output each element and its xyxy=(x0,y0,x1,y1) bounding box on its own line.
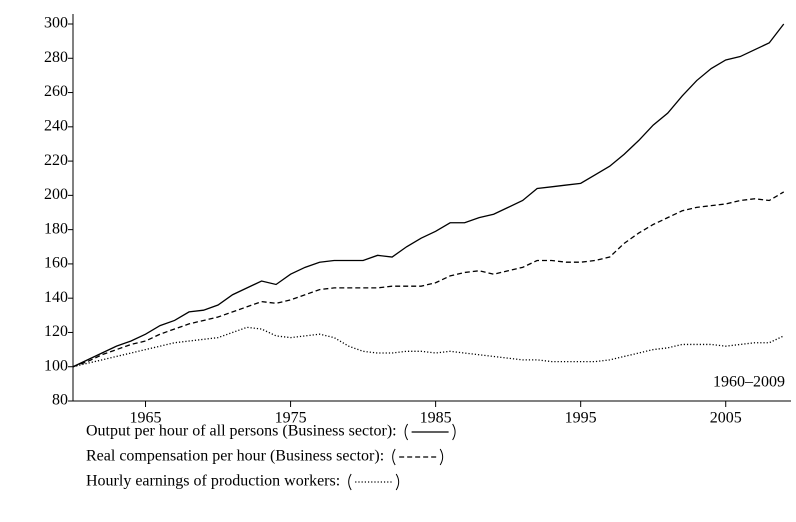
legend-paren xyxy=(404,423,409,441)
legend-paren xyxy=(392,448,396,466)
y-tick-label: 100 xyxy=(44,357,68,374)
x-tick-label: 1995 xyxy=(565,410,597,427)
x-tick-label: 1975 xyxy=(275,410,307,427)
series-line xyxy=(72,191,785,368)
series-line xyxy=(72,23,785,368)
y-tick-label: 260 xyxy=(44,83,68,100)
legend-paren xyxy=(439,448,444,466)
legend-paren xyxy=(348,473,352,491)
legend-label: Hourly earnings of production workers: xyxy=(86,473,340,490)
x-tick-label: 1985 xyxy=(420,410,452,427)
legend-paren xyxy=(395,473,400,491)
y-tick-label: 160 xyxy=(44,255,68,272)
y-tick-label: 140 xyxy=(44,289,68,306)
legend-label: Output per hour of all persons (Business… xyxy=(86,423,397,440)
x-tick-label: 2005 xyxy=(710,410,742,427)
x-tick-label: 1965 xyxy=(130,410,162,427)
y-tick-label: 180 xyxy=(44,220,68,237)
legend-paren xyxy=(452,423,456,441)
y-tick-label: 220 xyxy=(44,152,68,169)
y-tick-label: 80 xyxy=(52,392,68,409)
series-line xyxy=(72,326,785,368)
y-tick-label: 120 xyxy=(44,323,68,340)
y-tick-label: 300 xyxy=(44,15,68,32)
y-tick-label: 240 xyxy=(44,117,68,134)
y-tick-label: 280 xyxy=(44,49,68,66)
legend-label: Real compensation per hour (Business sec… xyxy=(86,448,384,465)
annotation: 1960–2009 xyxy=(713,374,785,391)
y-tick-label: 200 xyxy=(44,186,68,203)
